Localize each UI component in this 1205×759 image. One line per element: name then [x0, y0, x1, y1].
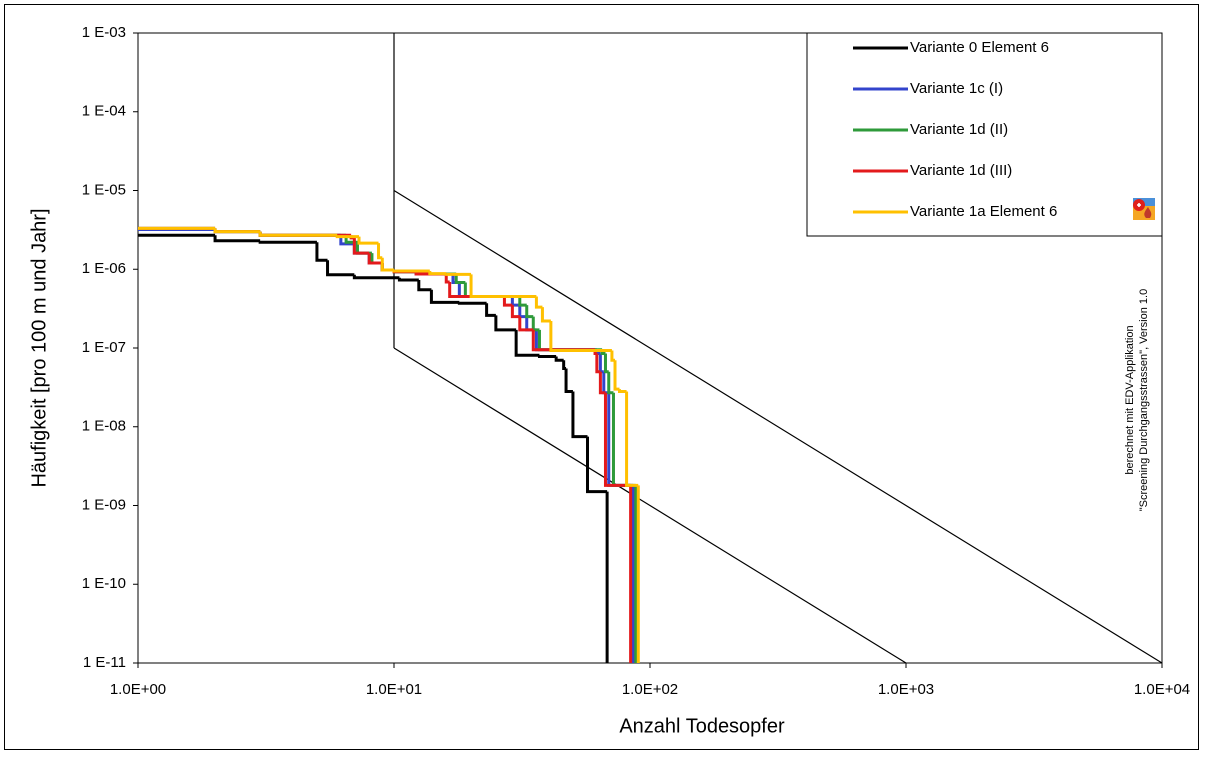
- step-segment: [454, 274, 466, 284]
- y-tick-label: 1 E-03: [82, 24, 126, 41]
- x-tick-label: 1.0E+02: [622, 681, 678, 698]
- step-segment: [494, 315, 517, 332]
- step-segment: [380, 257, 394, 272]
- x-tick-label: 1.0E+03: [878, 681, 934, 698]
- x-tick-label: 1.0E+00: [110, 681, 166, 698]
- step-segment: [377, 243, 383, 260]
- step-segment: [315, 242, 328, 262]
- series-line: [138, 233, 609, 663]
- step-segment: [417, 280, 432, 292]
- step-segment: [392, 269, 430, 273]
- step-segment: [428, 271, 447, 276]
- step-segment: [357, 236, 379, 245]
- step-segment: [469, 274, 537, 299]
- legend-label: Variante 0 Element 6: [910, 39, 1049, 56]
- step-segment: [352, 274, 400, 280]
- annotation: "Screening Durchgangsstrassen", Version …: [1138, 289, 1150, 511]
- step-segment: [510, 305, 520, 319]
- step-segment: [554, 356, 564, 362]
- step-segment: [562, 360, 567, 370]
- step-segment: [502, 296, 513, 307]
- step-segment: [352, 237, 370, 255]
- legend-label: Variante 1c (I): [910, 80, 1003, 97]
- y-tick-label: 1 E-07: [82, 339, 126, 356]
- step-segment: [213, 235, 261, 243]
- x-tick-label: 1.0E+01: [366, 681, 422, 698]
- step-segment: [571, 391, 588, 439]
- step-segment: [598, 371, 606, 395]
- step-segment: [540, 307, 551, 323]
- y-tick-label: 1 E-04: [82, 103, 126, 120]
- step-segment: [534, 296, 543, 309]
- step-segment: [549, 321, 612, 352]
- step-segment: [397, 277, 419, 282]
- step-segment: [367, 253, 383, 265]
- y-axis-label: Häufigkeit [pro 100 m und Jahr]: [28, 208, 50, 487]
- step-segment: [525, 305, 534, 319]
- step-segment: [607, 371, 614, 395]
- step-segment: [617, 389, 627, 394]
- x-axis-label: Anzahl Todesopfer: [619, 715, 785, 737]
- step-segment: [518, 296, 527, 307]
- y-tick-label: 1 E-11: [83, 654, 126, 671]
- legend-label: Variante 1a Element 6: [910, 203, 1057, 220]
- step-segment: [485, 303, 496, 317]
- step-segment: [518, 316, 534, 332]
- step-segment: [457, 301, 487, 305]
- y-tick-label: 1 E-10: [82, 575, 126, 592]
- step-segment: [258, 231, 338, 237]
- step-segment: [625, 391, 639, 487]
- step-segment: [564, 368, 573, 394]
- legend-box: [806, 32, 1163, 237]
- step-segment: [326, 260, 355, 277]
- step-segment: [514, 329, 540, 357]
- step-segment: [429, 289, 460, 304]
- step-segment: [258, 240, 317, 244]
- step-segment: [603, 353, 609, 374]
- reference-line: [393, 189, 1163, 664]
- y-tick-label: 1 E-06: [82, 260, 126, 277]
- y-tick-label: 1 E-09: [82, 496, 126, 513]
- step-segment: [335, 235, 360, 239]
- step-segment: [444, 272, 472, 276]
- reference-line: [393, 347, 907, 664]
- step-segment: [603, 392, 631, 487]
- logo-icon: [1133, 198, 1155, 220]
- step-segment: [537, 354, 557, 358]
- step-segment: [213, 228, 261, 234]
- series-line: [138, 226, 640, 663]
- step-segment: [518, 305, 527, 319]
- legend-label: Variante 1d (II): [910, 121, 1008, 138]
- legend-label: Variante 1d (III): [910, 162, 1012, 179]
- step-segment: [586, 436, 608, 494]
- x-tick-label: 1.0E+04: [1134, 681, 1190, 698]
- step-segment: [595, 353, 601, 374]
- step-segment: [339, 235, 355, 246]
- y-tick-label: 1 E-08: [82, 418, 126, 435]
- annotation: berechnet mit EDV-Applikation: [1124, 325, 1136, 474]
- y-tick-label: 1 E-05: [82, 181, 126, 198]
